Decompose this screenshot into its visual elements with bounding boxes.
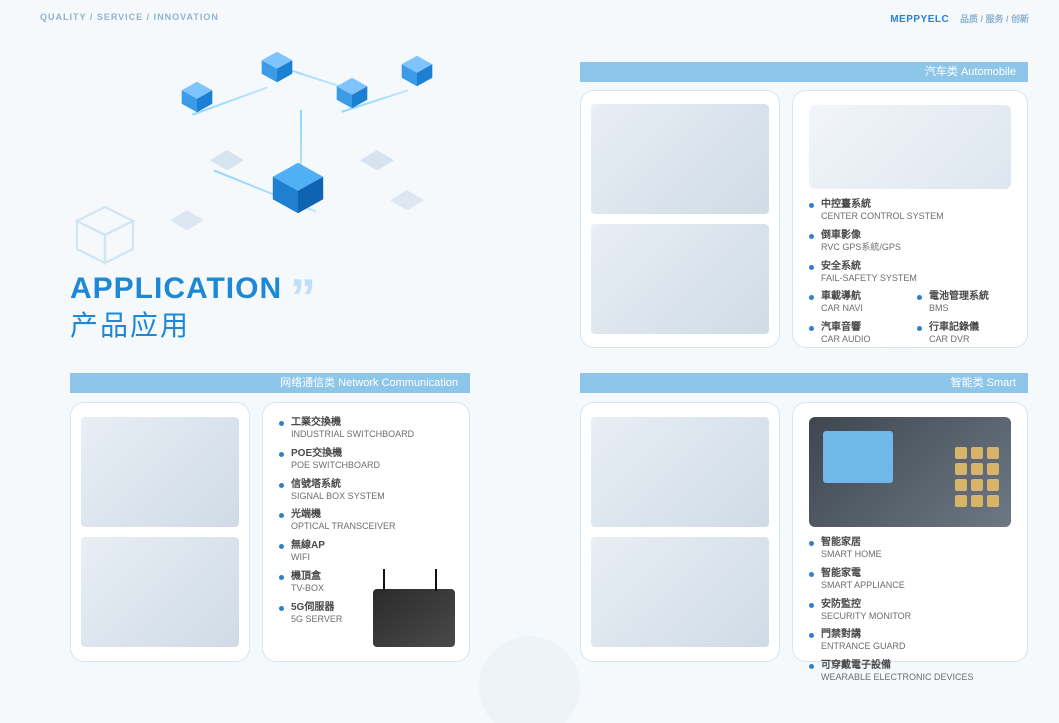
feature-en: SMART APPLIANCE bbox=[821, 580, 1011, 591]
router-image bbox=[373, 589, 455, 647]
feature-en: CAR AUDIO bbox=[821, 334, 903, 345]
brand-tagline: 品质 / 服务 / 创新 bbox=[960, 14, 1029, 24]
automobile-text-panel: 中控臺系統CENTER CONTROL SYSTEM 倒車影像RVC GPS系統/… bbox=[792, 90, 1028, 348]
section-bar-automobile: 汽车类 Automobile bbox=[580, 62, 1028, 82]
feature-en: WIFI bbox=[291, 552, 453, 563]
cube-icon bbox=[260, 50, 294, 84]
feature-en: CAR NAVI bbox=[821, 303, 903, 314]
feature-en: FAIL-SAFETY SYSTEM bbox=[821, 273, 1011, 284]
feature-cn: 汽車音響 bbox=[821, 322, 903, 334]
feature-cn: 可穿戴電子設備 bbox=[821, 660, 1011, 672]
feature-cn: 中控臺系統 bbox=[821, 199, 1011, 211]
feature-item: 工業交換機INDUSTRIAL SWITCHBOARD bbox=[279, 417, 453, 440]
feature-cn: 光端機 bbox=[291, 509, 453, 521]
header-tagline-left: QUALITY / SERVICE / INNOVATION bbox=[40, 12, 219, 22]
hex-shadow-icon bbox=[210, 150, 244, 170]
car-interior-image-1 bbox=[591, 104, 769, 214]
section-bar-network: 网络通信类 Network Communication bbox=[70, 373, 470, 393]
feature-item: 智能家電SMART APPLIANCE bbox=[809, 568, 1011, 591]
feature-en: ENTRANCE GUARD bbox=[821, 641, 1011, 652]
feature-en: OPTICAL TRANSCEIVER bbox=[291, 521, 453, 532]
car-interior-image-2 bbox=[591, 224, 769, 334]
feature-en: CENTER CONTROL SYSTEM bbox=[821, 211, 1011, 222]
title-en: APPLICATION bbox=[70, 272, 282, 306]
feature-cn: 門禁對講 bbox=[821, 629, 1011, 641]
feature-item: 安全系統FAIL-SAFETY SYSTEM bbox=[809, 261, 1011, 284]
automobile-primary-list: 中控臺系統CENTER CONTROL SYSTEM 倒車影像RVC GPS系統/… bbox=[809, 199, 1011, 283]
feature-item: POE交換機POE SWITCHBOARD bbox=[279, 448, 453, 471]
feature-en: RVC GPS系統/GPS bbox=[821, 242, 1011, 253]
quote-decor: ” bbox=[290, 268, 310, 328]
feature-item: 汽車音響CAR AUDIO bbox=[809, 322, 903, 345]
feature-en: POE SWITCHBOARD bbox=[291, 460, 453, 471]
smart-feature-list: 智能家居SMART HOME 智能家電SMART APPLIANCE 安防監控SEC… bbox=[809, 537, 1011, 683]
feature-cn: 車載導航 bbox=[821, 291, 903, 303]
feature-item: 安防監控SECURITY MONITOR bbox=[809, 599, 1011, 622]
feature-cn: 安全系統 bbox=[821, 261, 1011, 273]
feature-item: 中控臺系統CENTER CONTROL SYSTEM bbox=[809, 199, 1011, 222]
cube-icon bbox=[400, 54, 434, 88]
network-text-panel: 工業交換機INDUSTRIAL SWITCHBOARD POE交換機POE SWI… bbox=[262, 402, 470, 662]
smart-images-panel bbox=[580, 402, 780, 662]
feature-cn: 無線AP bbox=[291, 540, 453, 552]
smart-home-image bbox=[591, 417, 769, 527]
feature-item: 無線APWIFI bbox=[279, 540, 453, 563]
feature-cn: 智能家電 bbox=[821, 568, 1011, 580]
title-cn: 产品应用 bbox=[70, 304, 282, 344]
feature-en: WEARABLE ELECTRONIC DEVICES bbox=[821, 672, 1011, 683]
feature-cn: 工業交換機 bbox=[291, 417, 453, 429]
brand-logo-text: MEPPYELC bbox=[890, 14, 949, 25]
outline-cube-icon bbox=[70, 200, 140, 270]
car-exterior-image bbox=[809, 105, 1011, 189]
hero-illustration bbox=[150, 40, 490, 260]
feature-en: SIGNAL BOX SYSTEM bbox=[291, 491, 453, 502]
cube-icon bbox=[335, 76, 369, 110]
feature-cn: 行車記錄儀 bbox=[929, 322, 1011, 334]
entrance-guard-device-image bbox=[809, 417, 1011, 527]
feature-cn: 信號塔系統 bbox=[291, 479, 453, 491]
feature-en: SMART HOME bbox=[821, 549, 1011, 560]
smart-text-panel: 智能家居SMART HOME 智能家電SMART APPLIANCE 安防監控SEC… bbox=[792, 402, 1028, 662]
feature-en: CAR DVR bbox=[929, 334, 1011, 345]
network-server-image bbox=[81, 537, 239, 647]
feature-en: SECURITY MONITOR bbox=[821, 611, 1011, 622]
hex-shadow-icon bbox=[170, 210, 204, 230]
feature-cn: 安防監控 bbox=[821, 599, 1011, 611]
feature-en: INDUSTRIAL SWITCHBOARD bbox=[291, 429, 453, 440]
hex-shadow-icon bbox=[390, 190, 424, 210]
feature-item: 行車記錄儀CAR DVR bbox=[917, 322, 1011, 345]
feature-item: 電池管理系統BMS bbox=[917, 291, 1011, 314]
feature-item: 智能家居SMART HOME bbox=[809, 537, 1011, 560]
automobile-images-panel bbox=[580, 90, 780, 348]
feature-item: 車載導航CAR NAVI bbox=[809, 291, 903, 314]
network-images-panel bbox=[70, 402, 250, 662]
cube-icon bbox=[180, 80, 214, 114]
automobile-pairs-list: 車載導航CAR NAVI汽車音響CAR AUDIO電池管理系統BMS行車記錄儀C… bbox=[809, 291, 1011, 353]
page-title: ” APPLICATION 产品应用 bbox=[70, 272, 282, 344]
feature-cn: 智能家居 bbox=[821, 537, 1011, 549]
feature-cn: 電池管理系統 bbox=[929, 291, 1011, 303]
feature-en: BMS bbox=[929, 303, 1011, 314]
feature-cn: POE交換機 bbox=[291, 448, 453, 460]
feature-cn: 倒車影像 bbox=[821, 230, 1011, 242]
network-switch-image bbox=[81, 417, 239, 527]
feature-item: 光端機OPTICAL TRANSCEIVER bbox=[279, 509, 453, 532]
hex-shadow-icon bbox=[360, 150, 394, 170]
smart-kitchen-image bbox=[591, 537, 769, 647]
feature-item: 可穿戴電子設備WEARABLE ELECTRONIC DEVICES bbox=[809, 660, 1011, 683]
section-bar-smart: 智能类 Smart bbox=[580, 373, 1028, 393]
feature-cn: 機頂盒 bbox=[291, 571, 453, 583]
feature-item: 門禁對講ENTRANCE GUARD bbox=[809, 629, 1011, 652]
cube-icon-main bbox=[270, 160, 326, 216]
header-right: MEPPYELC 品质 / 服务 / 创新 bbox=[890, 12, 1029, 25]
feature-item: 倒車影像RVC GPS系統/GPS bbox=[809, 230, 1011, 253]
feature-item: 信號塔系統SIGNAL BOX SYSTEM bbox=[279, 479, 453, 502]
